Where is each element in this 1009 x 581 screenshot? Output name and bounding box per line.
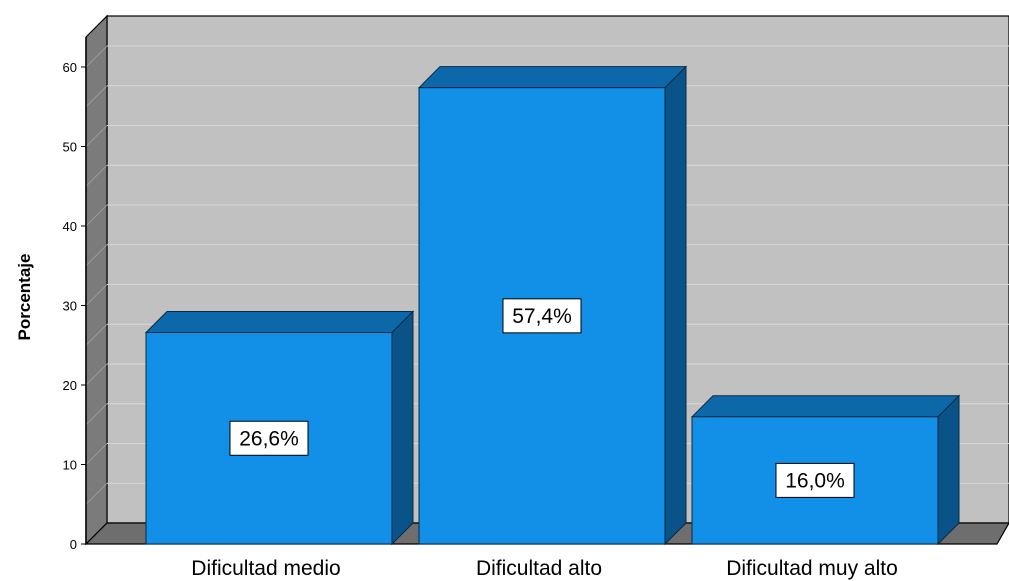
side-gridline-15 (85, 403, 108, 426)
data-label-box-1 (502, 298, 582, 334)
bar-side-2 (937, 394, 960, 546)
plot-side-wall (85, 14, 108, 546)
side-gridline-25 (85, 323, 108, 346)
side-gridline-60 (85, 45, 108, 68)
side-gridline-10 (85, 443, 108, 465)
side-gridline-55 (85, 85, 108, 108)
side-gridline-5 (85, 482, 108, 505)
y-tick-label-0: 0 (70, 537, 77, 552)
y-tick-label-50: 50 (63, 140, 77, 155)
bar-top-2 (690, 395, 961, 418)
bar-side-1 (664, 65, 687, 546)
y-tick-label-20: 20 (63, 378, 77, 393)
side-gridline-30 (85, 284, 108, 306)
data-label-box-0 (229, 420, 309, 456)
bar-top-0 (144, 311, 415, 334)
y-tick-label-60: 60 (63, 60, 77, 75)
y-axis-title: Porcentaje (15, 254, 34, 341)
data-label-0: 26,6% (239, 427, 299, 450)
category-label-2: Dificultad muy alto (726, 557, 898, 580)
data-label-1: 57,4% (512, 305, 572, 328)
side-gridline-40 (85, 204, 108, 227)
side-gridline-20 (85, 363, 108, 386)
side-gridline-50 (85, 125, 108, 147)
y-tick-label-40: 40 (63, 219, 77, 234)
y-tick-label-10: 10 (63, 458, 77, 473)
data-label-box-2 (775, 462, 855, 498)
bar-side-0 (391, 310, 414, 546)
side-gridline-35 (85, 244, 108, 267)
category-label-0: Dificultad medio (191, 557, 340, 580)
data-label-2: 16,0% (785, 469, 845, 492)
category-label-1: Dificultad alto (476, 557, 602, 580)
side-gridline-45 (85, 164, 108, 187)
bar-top-1 (417, 66, 688, 89)
y-tick-label-30: 30 (63, 299, 77, 314)
